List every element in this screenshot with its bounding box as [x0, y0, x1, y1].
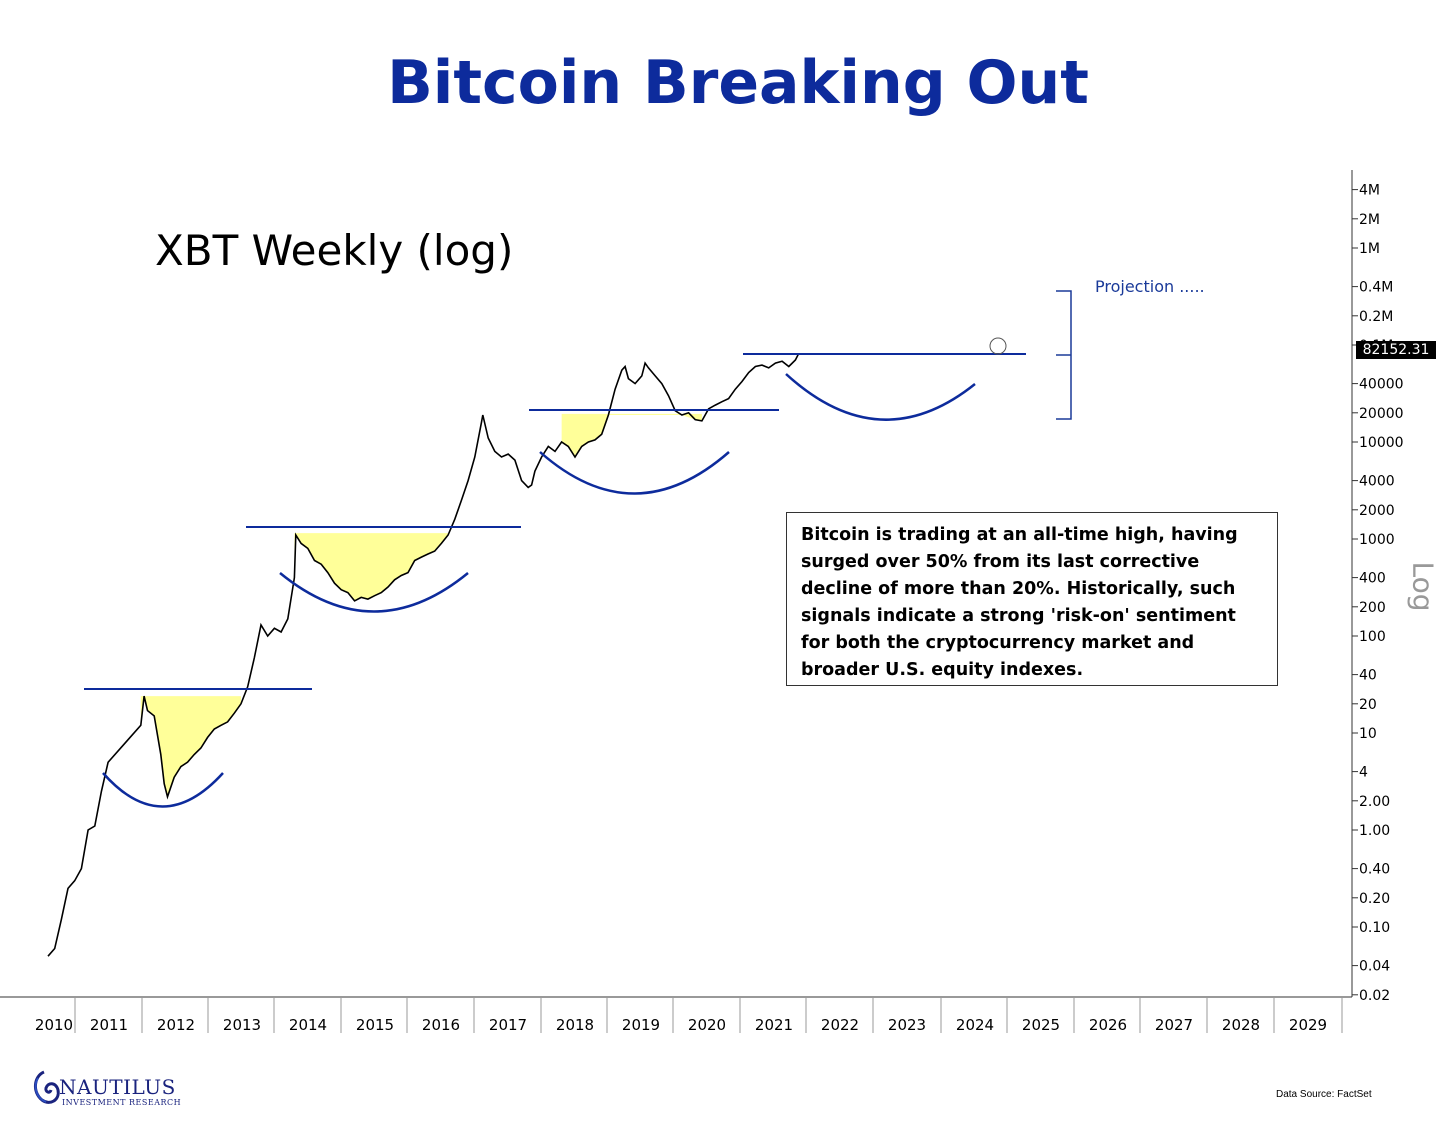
x-tick-label: 2024: [956, 1016, 994, 1034]
x-tick-label: 2013: [223, 1016, 261, 1034]
page-title: Bitcoin Breaking Out: [387, 48, 1089, 118]
x-tick-label: 2010: [35, 1016, 73, 1034]
x-tick-label: 2027: [1155, 1016, 1193, 1034]
consolidation-fills: [140, 413, 702, 797]
y-tick-label: 2M: [1359, 212, 1380, 228]
x-tick-label: 2017: [489, 1016, 527, 1034]
x-tick-label: 2025: [1022, 1016, 1060, 1034]
y-tick-label: 40000: [1359, 377, 1404, 393]
y-tick-label: 40: [1359, 668, 1377, 684]
x-tick-label: 2015: [356, 1016, 394, 1034]
y-tick-label: 20000: [1359, 406, 1404, 422]
x-tick-label: 2029: [1289, 1016, 1327, 1034]
consolidation-fill: [294, 533, 449, 601]
data-source: Data Source: FactSet: [1276, 1089, 1372, 1100]
y-tick-label: 0.10: [1359, 920, 1390, 936]
price-line: [47, 352, 800, 957]
x-tick-label: 2026: [1089, 1016, 1127, 1034]
y-tick-label: 20: [1359, 697, 1377, 713]
resistance-lines: [84, 353, 1026, 690]
y-tick-label: 4M: [1359, 183, 1380, 199]
x-tick-label: 2019: [622, 1016, 660, 1034]
y-tick-label: 4: [1359, 765, 1368, 781]
y-tick-label: 1.00: [1359, 823, 1390, 839]
base-arc: [539, 451, 730, 495]
x-tick-label: 2021: [755, 1016, 793, 1034]
x-tick-label: 2022: [821, 1016, 859, 1034]
y-tick-label: 0.40: [1359, 862, 1390, 878]
base-arc: [785, 373, 976, 421]
y-tick-label: 1M: [1359, 241, 1380, 257]
y-tick-label: 0.2M: [1359, 309, 1393, 325]
x-tick-label: 2016: [422, 1016, 460, 1034]
consolidation-fill: [561, 413, 702, 458]
projection-bracket: [989, 290, 1072, 420]
y-tick-label: 0.02: [1359, 988, 1390, 1004]
current-price-marker: [989, 337, 1007, 355]
base-arcs: [102, 373, 976, 808]
logo-tagline: INVESTMENT RESEARCH: [62, 1098, 182, 1107]
current-price-tag: 82152.31: [1356, 341, 1436, 359]
commentary-box: Bitcoin is trading at an all-time high, …: [786, 512, 1278, 686]
y-tick-label: 2000: [1359, 503, 1395, 519]
x-tick-label: 2020: [688, 1016, 726, 1034]
x-tick-label: 2014: [289, 1016, 327, 1034]
x-tick-label: 2018: [556, 1016, 594, 1034]
y-tick-label: 10: [1359, 726, 1377, 742]
chart-subtitle: XBT Weekly (log): [155, 226, 514, 275]
projection-label: Projection .....: [1095, 277, 1205, 296]
consolidation-fill: [140, 696, 241, 797]
base-arc: [102, 772, 224, 808]
axes: 2010 2011 2012 2013 2014 2015 2016 2017 2018 2019…: [0, 170, 1404, 1034]
y-tick-label: 0.20: [1359, 891, 1390, 907]
y-tick-label: 400: [1359, 571, 1386, 587]
price-series: [47, 352, 800, 957]
y-tick-label: 200: [1359, 600, 1386, 616]
nautilus-logo-icon: [34, 1070, 60, 1104]
logo-name: NAUTILUS: [59, 1075, 176, 1099]
base-arc: [279, 572, 469, 613]
x-tick-label: 2023: [888, 1016, 926, 1034]
y-tick-label: 0.4M: [1359, 280, 1393, 296]
x-tick-label: 2028: [1222, 1016, 1260, 1034]
y-tick-label: 4000: [1359, 474, 1395, 490]
x-tick-label: 2011: [90, 1016, 128, 1034]
y-tick-label: 100: [1359, 629, 1386, 645]
y-tick-label: 0.04: [1359, 959, 1390, 975]
y-tick-label: 2.00: [1359, 794, 1390, 810]
x-tick-label: 2012: [157, 1016, 195, 1034]
y-tick-label: 1000: [1359, 532, 1395, 548]
axis-scale-label: Log: [1406, 561, 1440, 612]
y-tick-label: 10000: [1359, 435, 1404, 451]
